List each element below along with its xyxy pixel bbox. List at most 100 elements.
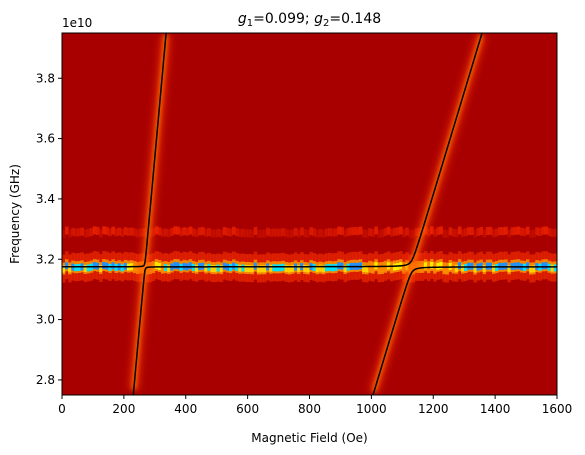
heat-cell — [247, 264, 252, 272]
heat-cell — [371, 264, 375, 272]
heat-cell — [488, 262, 493, 270]
heat-cell — [343, 265, 347, 273]
x-tick-label: 1200 — [418, 402, 449, 416]
heat-cell — [526, 226, 530, 235]
heat-cell — [454, 229, 459, 238]
heat-cell — [334, 228, 338, 237]
heat-cell — [154, 226, 159, 235]
heat-cell — [439, 262, 443, 270]
y-tick-label: 3.2 — [36, 252, 55, 266]
heat-cell — [157, 227, 162, 236]
heat-cell — [68, 265, 72, 273]
heat-cell — [377, 265, 382, 273]
heat-cell — [250, 265, 255, 273]
x-tick-label: 1400 — [480, 402, 511, 416]
heat-cell — [491, 264, 496, 272]
heat-cell — [371, 228, 375, 237]
heat-cell — [278, 264, 283, 272]
fit-lower-branch-2 — [372, 266, 557, 395]
heat-cell — [235, 228, 239, 237]
heat-cell — [114, 264, 119, 272]
heat-cell — [272, 228, 276, 237]
heat-cell — [182, 227, 187, 236]
heat-cell — [133, 264, 137, 272]
heat-cell — [99, 229, 103, 238]
heat-cell — [461, 264, 465, 272]
x-tick-label: 400 — [174, 402, 197, 416]
heat-cell — [293, 227, 298, 236]
heat-cell — [328, 228, 332, 237]
heat-cell — [77, 228, 81, 237]
heat-cell — [160, 264, 165, 272]
heat-cell — [368, 228, 372, 237]
heat-cell — [284, 264, 289, 272]
fit-lower-branch-1 — [132, 266, 279, 395]
y-tick-label: 3.0 — [36, 313, 55, 327]
heat-cell — [318, 264, 323, 272]
heat-cell — [92, 226, 97, 235]
heat-cell — [547, 228, 552, 237]
y-tick-label: 3.8 — [36, 71, 55, 85]
heat-cell — [275, 228, 279, 237]
heat-cell — [95, 226, 100, 235]
heat-cell — [312, 228, 317, 237]
y-tick-label: 3.6 — [36, 132, 55, 146]
heat-cell — [436, 262, 440, 270]
heat-cell — [355, 227, 360, 236]
heat-cell — [318, 228, 323, 237]
x-tick-label: 800 — [298, 402, 321, 416]
heat-cell — [510, 227, 515, 236]
y-axis-label: Frequency (GHz) — [8, 164, 22, 264]
heat-cell — [99, 264, 103, 272]
heat-cell — [263, 229, 267, 238]
heat-cell — [207, 228, 211, 237]
heat-cell — [167, 229, 171, 238]
heat-cell — [358, 226, 363, 235]
heat-cell — [229, 264, 233, 272]
heat-cell — [402, 264, 406, 272]
heat-cell — [553, 264, 557, 272]
heat-cell — [532, 229, 536, 238]
heat-cell — [535, 227, 539, 236]
heat-cell — [253, 226, 258, 235]
heat-cell — [544, 226, 549, 235]
heat-cell — [358, 262, 363, 270]
heat-cell — [68, 229, 72, 238]
heat-cell — [238, 229, 242, 238]
heat-cell — [513, 262, 518, 270]
heat-cell — [504, 262, 508, 270]
heat-cell — [522, 228, 527, 237]
heat-cell — [349, 227, 354, 236]
heat-cell — [343, 229, 347, 238]
heat-cell — [383, 263, 388, 271]
heat-cell — [451, 228, 456, 237]
heat-cell — [160, 228, 165, 237]
heat-cell — [324, 264, 329, 272]
heat-cell — [392, 227, 397, 236]
heat-cell — [250, 229, 255, 238]
heat-cell — [269, 229, 273, 238]
heat-cell — [287, 265, 292, 273]
chart-title: g1=0.099; g2=0.148 — [238, 11, 381, 29]
heat-cell — [324, 228, 329, 237]
heat-cell — [136, 265, 140, 273]
plot-area — [61, 32, 558, 396]
heat-cell — [383, 228, 388, 237]
x-axis-label: Magnetic Field (Oe) — [251, 431, 367, 445]
heat-cell — [297, 229, 301, 238]
heat-cell — [259, 229, 264, 238]
heat-cell — [173, 262, 177, 270]
heat-cell — [553, 228, 557, 237]
heat-cell — [396, 227, 400, 236]
heat-cell — [62, 229, 66, 238]
heat-cell — [179, 228, 184, 237]
heat-cell — [281, 228, 286, 237]
heat-cell — [498, 227, 502, 236]
heat-cell — [198, 227, 202, 236]
heat-cell — [201, 227, 205, 236]
heat-cell — [284, 229, 289, 238]
heat-cell — [256, 229, 261, 238]
heat-cell — [259, 265, 264, 273]
heat-cell — [352, 227, 357, 236]
x-tick-label: 0 — [58, 402, 66, 416]
